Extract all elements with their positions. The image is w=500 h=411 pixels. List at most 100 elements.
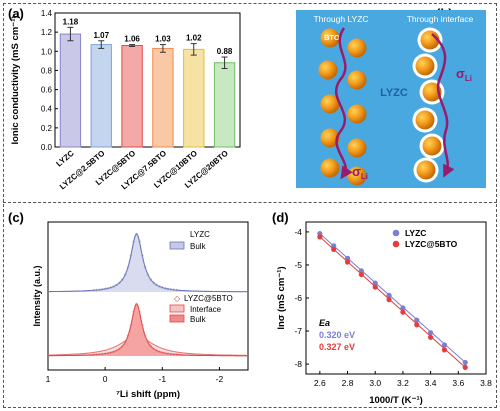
data-point [103,287,107,291]
data-point [169,288,173,291]
legend-interface-swatch [169,304,185,313]
bar [152,47,174,148]
data-point [123,273,127,277]
data-point [155,349,158,352]
data-point [441,347,448,353]
ea-lyzc5bto: 0.327 eV [319,342,355,352]
data-point [358,271,364,278]
ea-title: Ea [319,318,330,328]
data-point [121,345,124,348]
bto-particle [347,38,367,58]
ea-lyzc: 0.320 eV [319,330,355,340]
value-label: 1.06 [124,35,140,44]
data-point [163,287,167,290]
data-point [101,288,104,291]
data-point [101,352,104,356]
data-point [175,353,178,356]
y-axis-label: Ionic conductivity (mS cm⁻¹) [10,15,21,144]
x-axis-label: 1000/T (K⁻¹) [369,395,423,406]
y-tick-label: -6 [294,293,302,303]
y-tick-label: 1.4 [41,9,53,18]
data-point [169,352,173,356]
matrix-label: LYZC [380,87,408,99]
data-point [141,324,144,327]
data-point [143,334,147,337]
bto-particle [347,104,367,124]
legend-lyzc5bto: LYZC@5BTO [184,294,233,303]
bar [121,45,143,148]
data-point [331,246,337,253]
row-separator [3,202,497,203]
legend-bulk-swatch [169,241,185,250]
bulk-curve-lyzc [48,233,248,293]
data-point [172,353,175,356]
arrhenius-chart: 2.6 2.8 3.0 3.2 3.4 3.6 3.8 -4 -5 -6 -7 -8 lnσ (mS … [276,221,492,406]
through-lyzc-title: Through LYZC [313,14,368,24]
interface-curve [48,335,248,356]
value-label: 1.18 [63,17,79,26]
data-point [317,234,323,240]
figure-frame [3,3,497,408]
data-point [358,268,364,274]
bar [213,62,236,148]
panel-label-d: (d) [272,210,289,225]
value-label: 0.88 [217,47,233,56]
legend-lyzc5bto-marker [392,240,400,248]
x-tick-label: 3.6 [452,378,464,388]
bto-particle [320,128,340,148]
data-point [118,347,121,351]
data-point [386,297,392,303]
data-point [135,302,138,306]
data-point [92,353,95,356]
fit-line [319,236,466,368]
x-tick-label: 3.2 [397,378,409,388]
category-label: LYZC [54,148,75,168]
panel-label-a: (a) [8,6,24,21]
bto-particle [347,70,367,90]
bto-particle [416,160,436,180]
data-point [344,255,351,261]
data-point [143,265,147,269]
data-point [172,288,175,292]
data-point [112,350,115,353]
y-tick-label: -4 [294,227,302,237]
data-point [175,288,178,292]
x-tick-label: -2 [216,374,224,384]
value-label: 1.02 [186,34,202,43]
bar [183,48,205,148]
bto-particle [318,60,338,80]
data-point [129,324,133,327]
bulk-curve-lyzc5bto-fill [48,304,248,356]
y-tick-label: 1.0 [41,47,53,56]
data-point [132,240,135,243]
bulk-curve-lyzc5bto [48,303,248,357]
data-point [400,305,406,311]
fit-line [319,233,466,363]
data-point [344,259,351,265]
data-point [98,353,101,356]
data-point [126,334,130,337]
data-point [123,340,127,344]
bto-particle [347,138,367,158]
y-tick-label: -8 [294,359,302,369]
legend-lyzc: LYZC [190,230,210,239]
x-tick-label: 3.8 [480,378,492,388]
legend-bulk-bottom: Bulk [190,315,207,324]
data-point [146,340,150,344]
data-point [115,283,118,287]
data-point [141,254,144,257]
through-interface-title: Through interface [407,14,474,24]
value-label: 1.07 [93,31,109,40]
data-point [121,278,124,281]
nmr-chart: 1 0 -1 -2 Intensity (a.u.) ⁷Li shift (ppm) … [32,221,249,400]
y-tick-label: -5 [294,260,302,270]
data-point [152,347,155,351]
data-point [126,265,130,269]
data-point [138,240,141,243]
y-tick-label: 0.6 [41,86,53,95]
x-axis-label: ⁷Li shift (ppm) [116,389,180,400]
value-label: 1.03 [155,35,171,44]
bto-particle [415,56,435,76]
bar [90,44,112,148]
